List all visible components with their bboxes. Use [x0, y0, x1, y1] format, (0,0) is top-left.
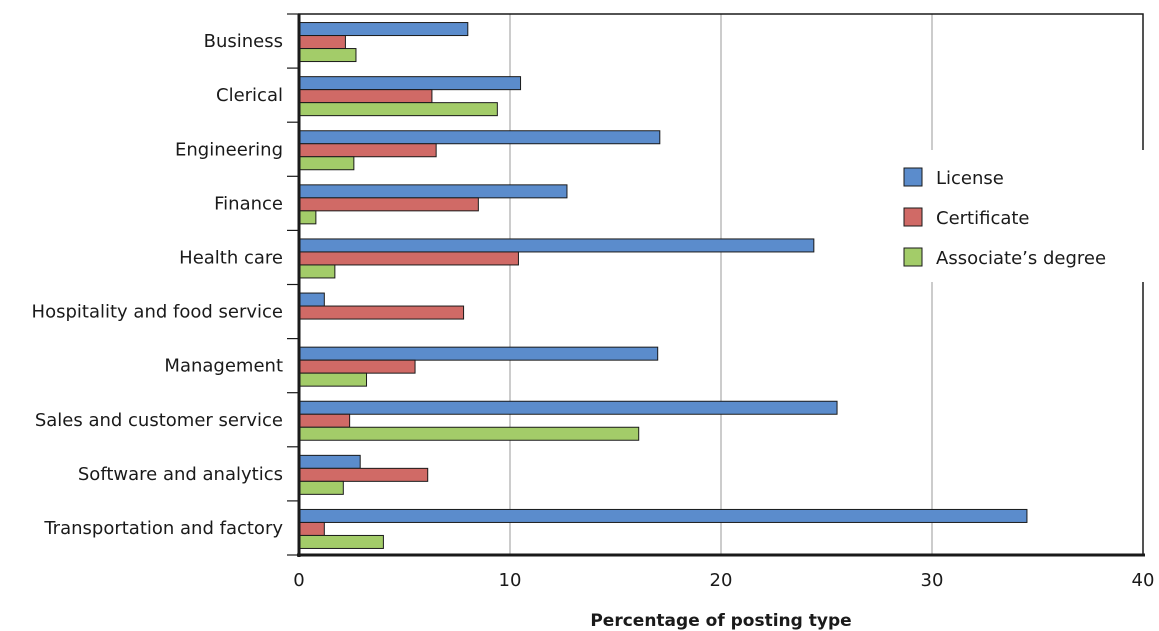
x-tick-label-0: 0 — [293, 570, 304, 591]
bar-health-care-license — [298, 238, 815, 253]
legend-swatch-associate-s-degree — [903, 247, 923, 267]
bar-clerical-associate-s-degree — [298, 102, 498, 117]
category-label-hospitality-and-food-service: Hospitality and food service — [32, 302, 283, 323]
legend-label-certificate: Certificate — [936, 208, 1030, 229]
bar-business-certificate — [298, 35, 346, 50]
category-label-software-and-analytics: Software and analytics — [78, 464, 283, 485]
legend-label-associate-s-degree: Associate’s degree — [936, 248, 1106, 269]
category-labels: Business Clerical Engineering Finance Health… — [32, 31, 284, 539]
bar-finance-certificate — [298, 197, 479, 212]
bar-sales-and-customer-service-associate-s-degree — [298, 426, 640, 441]
bar-hospitality-and-food-service-certificate — [298, 305, 465, 320]
legend: License Certificate Associate’s degree — [888, 150, 1156, 282]
bar-management-certificate — [298, 359, 416, 374]
bar-transportation-and-factory-associate-s-degree — [298, 534, 384, 549]
bar-business-license — [298, 22, 469, 37]
legend-background — [888, 150, 1156, 282]
legend-swatch-certificate — [903, 207, 923, 227]
bar-sales-and-customer-service-certificate — [298, 413, 351, 428]
x-axis-title: Percentage of posting type — [590, 611, 851, 631]
category-label-health-care: Health care — [179, 247, 283, 268]
category-label-management: Management — [164, 356, 283, 377]
bar-transportation-and-factory-license — [298, 508, 1028, 523]
legend-label-license: License — [936, 168, 1004, 189]
x-tick-label-40: 40 — [1132, 570, 1155, 591]
bar-clerical-license — [298, 76, 522, 91]
bar-finance-associate-s-degree — [298, 210, 317, 225]
bar-software-and-analytics-license — [298, 454, 361, 469]
x-tick-label-20: 20 — [710, 570, 733, 591]
x-tick-label-10: 10 — [499, 570, 522, 591]
bar-engineering-certificate — [298, 143, 437, 158]
bar-transportation-and-factory-certificate — [298, 521, 325, 536]
bar-sales-and-customer-service-license — [298, 400, 838, 415]
bar-software-and-analytics-certificate — [298, 467, 429, 482]
category-label-finance: Finance — [214, 193, 283, 214]
category-label-sales-and-customer-service: Sales and customer service — [35, 410, 283, 431]
x-tick-labels: 0 10 20 30 40 — [293, 570, 1154, 591]
bars — [298, 22, 1028, 549]
bar-software-and-analytics-associate-s-degree — [298, 480, 344, 495]
bar-engineering-associate-s-degree — [298, 156, 355, 171]
bar-clerical-certificate — [298, 89, 433, 104]
axes — [287, 13, 1145, 557]
bar-management-license — [298, 346, 659, 361]
bar-management-associate-s-degree — [298, 372, 368, 387]
bar-business-associate-s-degree — [298, 48, 357, 63]
category-label-engineering: Engineering — [175, 139, 283, 160]
category-label-clerical: Clerical — [216, 85, 283, 106]
bar-finance-license — [298, 184, 568, 199]
legend-swatch-license — [903, 167, 923, 187]
category-label-transportation-and-factory: Transportation and factory — [43, 518, 283, 539]
grid-lines — [509, 14, 933, 555]
bar-hospitality-and-food-service-license — [298, 292, 325, 307]
bar-engineering-license — [298, 130, 661, 145]
category-label-business: Business — [204, 31, 283, 52]
bar-health-care-associate-s-degree — [298, 264, 336, 279]
x-tick-label-30: 30 — [921, 570, 944, 591]
bar-health-care-certificate — [298, 251, 519, 266]
